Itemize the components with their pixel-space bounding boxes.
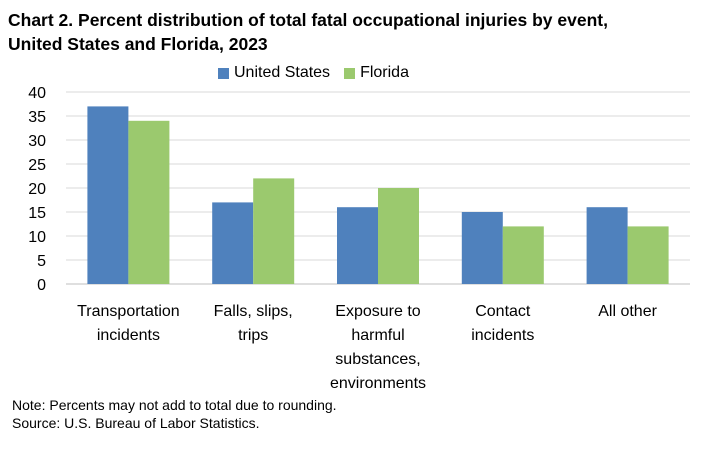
y-tick-label: 40 [28,85,46,102]
note-text: Note: Percents may not add to total due … [12,397,337,413]
x-tick-label: harmful [351,327,404,344]
chart-title: Chart 2. Percent distribution of total f… [8,8,703,56]
legend-item-united-states: United States [218,64,330,82]
x-tick-label: Falls, slips, [214,303,293,320]
x-tick-label: environments [330,375,426,392]
chart-title-line-2: United States and Florida, 2023 [8,34,268,54]
y-tick-label: 30 [28,133,46,150]
bar-united-states [87,106,129,285]
y-tick-label: 10 [28,229,46,246]
x-tick-label: Contact [475,303,531,320]
bar-florida [502,226,544,284]
bar-united-states [586,207,628,284]
y-tick-label: 20 [28,181,46,198]
x-tick-label: substances, [335,351,420,368]
legend-label-florida: Florida [360,64,409,81]
x-axis: Transportation incidents Falls, slips, trip… [77,303,658,392]
x-tick-label: incidents [97,327,160,344]
chart-notes: Note: Percents may not add to total due … [12,396,337,432]
x-tick-label: All other [598,303,657,320]
chart-title-line-1: Chart 2. Percent distribution of total f… [8,10,608,30]
bar-united-states [337,207,378,284]
x-tick-label: incidents [471,327,534,344]
y-tick-label: 15 [28,205,46,222]
legend-label-united-states: United States [234,64,331,81]
bar-florida [128,120,170,284]
x-tick-label: Transportation [77,303,180,320]
chart-legend: United States Florida [218,64,423,82]
y-axis: 0 5 10 15 20 25 30 35 40 [28,85,46,294]
bar-united-states [212,202,254,284]
x-tick-label: trips [238,327,268,344]
x-tick-label: Exposure to [335,303,420,320]
y-tick-label: 5 [37,253,46,270]
source-text: Source: U.S. Bureau of Labor Statistics. [12,415,260,431]
bar-united-states [461,212,503,284]
y-tick-label: 35 [28,109,46,126]
y-tick-label: 25 [28,157,46,174]
legend-swatch-united-states [218,67,229,79]
bars [87,106,669,285]
legend-item-florida: Florida [344,64,409,82]
bar-florida [253,178,295,284]
bar-florida [627,226,669,284]
bar-florida [378,188,419,284]
y-tick-label: 0 [37,277,46,294]
legend-swatch-florida [344,67,356,79]
